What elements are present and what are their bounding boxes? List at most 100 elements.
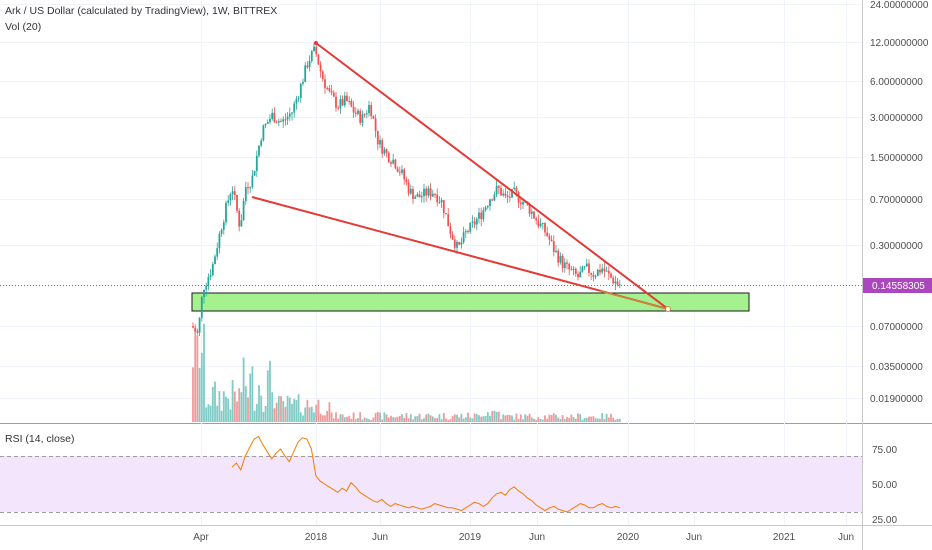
volume-bar [557,417,560,422]
volume-bar [387,417,390,422]
volume-bar [343,417,346,422]
upper-trendline[interactable] [315,42,669,310]
candle-body [442,200,445,214]
volume-bar [423,418,425,422]
candle-body [315,46,318,55]
candle-body [293,103,296,113]
candle-body [218,233,221,249]
candle-body [484,207,487,211]
volume-bar [401,414,403,422]
volume-bar [251,366,254,422]
upper-trendline-start-handle[interactable] [314,41,318,45]
rsi-tick-label: 25.00 [872,515,897,526]
candle-body [398,171,401,173]
candle-body [200,296,203,318]
candle-body [407,182,410,194]
candle-body [537,220,540,227]
volume-bar [403,417,406,422]
candle-body [614,281,617,284]
candle-body [326,87,329,89]
volume-bar [412,419,414,422]
candle-body [229,194,232,201]
volume-bar [579,414,582,422]
volume-bar [240,392,243,422]
candle-body [489,199,491,206]
volume-bar [550,414,553,422]
candle-body [552,241,555,252]
candle-body [379,140,381,145]
rsi-line [231,435,621,513]
candle-body [269,118,271,123]
candle-body [453,239,456,248]
candle-body [449,226,452,235]
candle-body [370,105,373,117]
volume-bar [255,403,258,422]
volume-bar [321,415,324,422]
volume-bar [506,414,509,422]
volume-bar [462,418,465,422]
apex-trendline[interactable] [599,290,669,310]
candle-body [271,112,274,119]
candle-body [511,189,513,198]
candle-body [599,269,601,273]
volume-bar [242,357,245,422]
candle-body [427,188,430,196]
candle-body [493,194,496,201]
rsi-axis[interactable]: 75.00 50.00 25.00 [872,445,897,526]
volume-bar [416,416,419,422]
candle-body [504,193,507,196]
volume-bar [319,413,322,422]
volume-bar [418,413,421,422]
candle-body [207,276,210,286]
time-tick-label: 2021 [773,532,796,543]
volume-bar [306,399,309,422]
volume-bar [552,413,555,422]
volume-bar [610,413,612,422]
candle-body [363,114,366,116]
volume-bar [592,416,595,422]
volume-bar [379,412,381,422]
volume-bar [284,406,287,422]
volume-bar [612,417,615,422]
volume-label: Vol (20) [5,21,41,33]
price-axis[interactable]: 24.00000000 12.00000000 6.00000000 3.000000… [870,0,929,405]
candle-body [464,231,467,233]
candle-body [231,191,234,195]
candle-body [412,188,414,199]
candle-body [321,71,324,80]
candle-body [361,114,364,123]
candle-body [258,145,260,156]
time-axis[interactable]: Apr 2018 Jun 2019 Jun 2020 Jun 2021 Jun [193,532,854,543]
candle-body [396,168,399,172]
candle-body [447,214,450,227]
volume-bar [599,418,601,422]
volume-bar [537,417,540,422]
price-tick-label: 12.00000000 [870,38,929,49]
candle-body [348,100,351,102]
candle-body [445,213,447,215]
volume-bar [504,415,507,422]
candle-body [247,187,249,189]
candle-body [451,234,454,240]
volume-bar [489,415,491,422]
volume-bar [225,396,227,422]
candle-body [409,188,412,194]
candle-body [570,269,573,271]
volume-bar [220,410,223,422]
volume-bar [282,401,285,422]
candle-body [357,110,359,114]
candle-body [394,159,397,169]
volume-bar [469,417,472,422]
candle-body [616,281,619,285]
trendline-apex-handle[interactable] [665,306,671,312]
candle-body [365,113,368,115]
grid-lines [0,0,862,525]
main-pane[interactable] [0,0,862,422]
volume-bar [555,414,557,422]
support-zone[interactable] [191,292,750,312]
candle-body [233,191,236,195]
volume-bar [266,370,269,422]
candle-body [585,263,588,267]
lower-trendline[interactable] [251,196,669,310]
